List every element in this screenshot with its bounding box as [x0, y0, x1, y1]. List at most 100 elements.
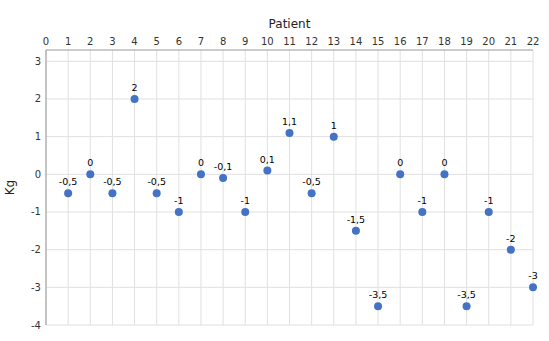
y-tick-label: 0: [35, 169, 41, 180]
grid-line-x: [289, 50, 290, 325]
x-tick-label: 14: [350, 36, 363, 47]
point: [418, 208, 426, 216]
x-tick-label: 8: [220, 36, 226, 47]
point: [507, 246, 515, 254]
grid-line-x: [223, 50, 224, 325]
grid-line-x: [355, 50, 356, 325]
point: [374, 302, 382, 310]
grid-line-x: [200, 50, 201, 325]
data-label: -0,1: [214, 161, 233, 172]
grid: [46, 50, 533, 325]
grid-line-x: [311, 50, 312, 325]
grid-line-x: [333, 50, 334, 325]
x-tick-label: 18: [438, 36, 451, 47]
grid-line-x: [444, 50, 445, 325]
data-label: 0: [441, 157, 447, 168]
grid-line-y: [46, 98, 533, 99]
point: [241, 208, 249, 216]
data-label: -1: [484, 195, 493, 206]
data-label: -1: [240, 195, 249, 206]
chart: 012345678910111213141516171819202122-4-3…: [0, 0, 549, 341]
point: [463, 302, 471, 310]
point: [485, 208, 493, 216]
x-tick-label: 15: [372, 36, 385, 47]
point: [175, 208, 183, 216]
grid-line-x: [422, 50, 423, 325]
point: [308, 189, 316, 197]
grid-line-x: [400, 50, 401, 325]
grid-line-y: [46, 61, 533, 62]
point: [263, 167, 271, 175]
grid-line-x: [245, 50, 246, 325]
data-label: -1,5: [347, 214, 366, 225]
y-tick-label: -3: [31, 282, 41, 293]
point: [197, 170, 205, 178]
grid-line-x: [267, 50, 268, 325]
data-label: 1,1: [282, 116, 297, 127]
point: [330, 133, 338, 141]
point: [396, 170, 404, 178]
data-label: -3,5: [369, 289, 388, 300]
y-tick-label: -1: [31, 206, 41, 217]
x-tick-label: 17: [416, 36, 429, 47]
point: [286, 129, 294, 137]
point: [108, 189, 116, 197]
background: [0, 0, 549, 341]
grid-line-y: [46, 174, 533, 175]
data-label: 0,1: [260, 154, 275, 165]
grid-line-x: [378, 50, 379, 325]
y-axis-line: [46, 50, 47, 325]
data-label: 2: [132, 82, 138, 93]
x-tick-label: 16: [394, 36, 407, 47]
data-label: -1: [418, 195, 427, 206]
x-tick-label: 10: [261, 36, 274, 47]
point: [529, 283, 537, 291]
data-label: -3: [528, 270, 537, 281]
x-tick-label: 12: [305, 36, 318, 47]
point: [352, 227, 360, 235]
y-tick-label: -2: [31, 244, 41, 255]
grid-line-y: [46, 325, 533, 326]
data-label: 0: [198, 157, 204, 168]
x-tick-label: 6: [176, 36, 182, 47]
grid-line-x: [90, 50, 91, 325]
y-ticks: -4-3-2-10123: [31, 56, 41, 331]
data-label: -3,5: [457, 289, 476, 300]
x-tick-label: 19: [460, 36, 473, 47]
data-label: 1: [331, 120, 337, 131]
point: [440, 170, 448, 178]
grid-line-y: [46, 249, 533, 250]
point: [153, 189, 161, 197]
grid-line-y: [46, 287, 533, 288]
x-tick-label: 5: [153, 36, 159, 47]
x-axis-label: Patient: [269, 17, 311, 31]
points: [64, 95, 537, 310]
x-tick-label: 9: [242, 36, 248, 47]
grid-line-x: [156, 50, 157, 325]
x-tick-label: 22: [527, 36, 540, 47]
x-ticks: 012345678910111213141516171819202122: [43, 36, 540, 47]
grid-line-x: [466, 50, 467, 325]
x-tick-label: 13: [327, 36, 340, 47]
point: [219, 174, 227, 182]
y-tick-label: -4: [31, 320, 41, 331]
grid-line-y: [46, 211, 533, 212]
x-tick-label: 11: [283, 36, 296, 47]
data-labels: -0,50-0,52-0,5-10-0,1-10,11,1-0,51-1,5-3…: [59, 82, 538, 300]
y-tick-label: 2: [35, 93, 41, 104]
grid-line-x: [112, 50, 113, 325]
data-label: -1: [174, 195, 183, 206]
x-tick-label: 4: [131, 36, 137, 47]
data-label: 0: [397, 157, 403, 168]
x-tick-label: 1: [65, 36, 71, 47]
data-label: 0: [87, 157, 93, 168]
point: [131, 95, 139, 103]
grid-line-x: [488, 50, 489, 325]
grid-line-x: [46, 50, 47, 325]
x-tick-label: 2: [87, 36, 93, 47]
data-label: -2: [506, 233, 515, 244]
x-tick-label: 7: [198, 36, 204, 47]
grid-line-x: [178, 50, 179, 325]
data-label: -0,5: [302, 176, 321, 187]
grid-line-x: [68, 50, 69, 325]
